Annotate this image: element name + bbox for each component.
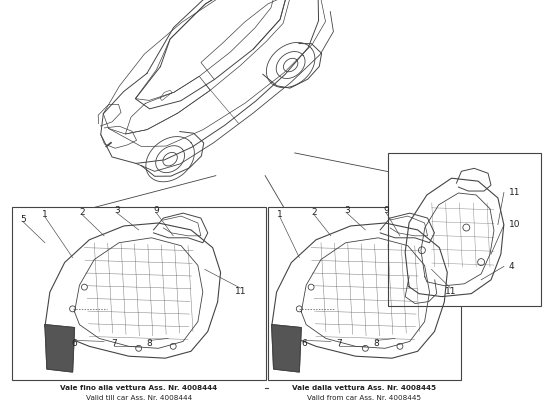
Text: 10: 10 xyxy=(509,220,520,230)
FancyBboxPatch shape xyxy=(12,207,266,380)
FancyBboxPatch shape xyxy=(268,207,460,380)
Text: Valid from car Ass. Nr. 4008445: Valid from car Ass. Nr. 4008445 xyxy=(307,395,421,400)
Text: 3: 3 xyxy=(344,206,350,215)
Text: 5: 5 xyxy=(20,214,26,224)
Polygon shape xyxy=(45,325,75,372)
Text: 1: 1 xyxy=(277,210,283,219)
Text: 8: 8 xyxy=(147,339,152,348)
Text: Valid till car Ass. Nr. 4008444: Valid till car Ass. Nr. 4008444 xyxy=(86,395,192,400)
Text: Vale dalla vettura Ass. Nr. 4008445: Vale dalla vettura Ass. Nr. 4008445 xyxy=(292,385,436,391)
Text: 1: 1 xyxy=(42,210,48,219)
Text: 9: 9 xyxy=(383,206,389,215)
Text: 7: 7 xyxy=(336,339,342,348)
Text: 2: 2 xyxy=(80,208,85,217)
Polygon shape xyxy=(272,325,301,372)
Text: 4: 4 xyxy=(509,262,514,271)
Text: 11: 11 xyxy=(509,188,520,197)
Text: 6: 6 xyxy=(72,339,78,348)
Text: 2: 2 xyxy=(312,208,317,217)
Text: 7: 7 xyxy=(111,339,117,348)
Text: Vale fino alla vettura Ass. Nr. 4008444: Vale fino alla vettura Ass. Nr. 4008444 xyxy=(60,385,217,391)
Text: 11: 11 xyxy=(445,286,456,296)
Text: 9: 9 xyxy=(153,206,160,215)
Text: 11: 11 xyxy=(235,286,246,296)
FancyBboxPatch shape xyxy=(388,153,541,306)
Text: 3: 3 xyxy=(114,206,120,215)
Text: 8: 8 xyxy=(374,339,379,348)
Text: 6: 6 xyxy=(302,339,307,348)
